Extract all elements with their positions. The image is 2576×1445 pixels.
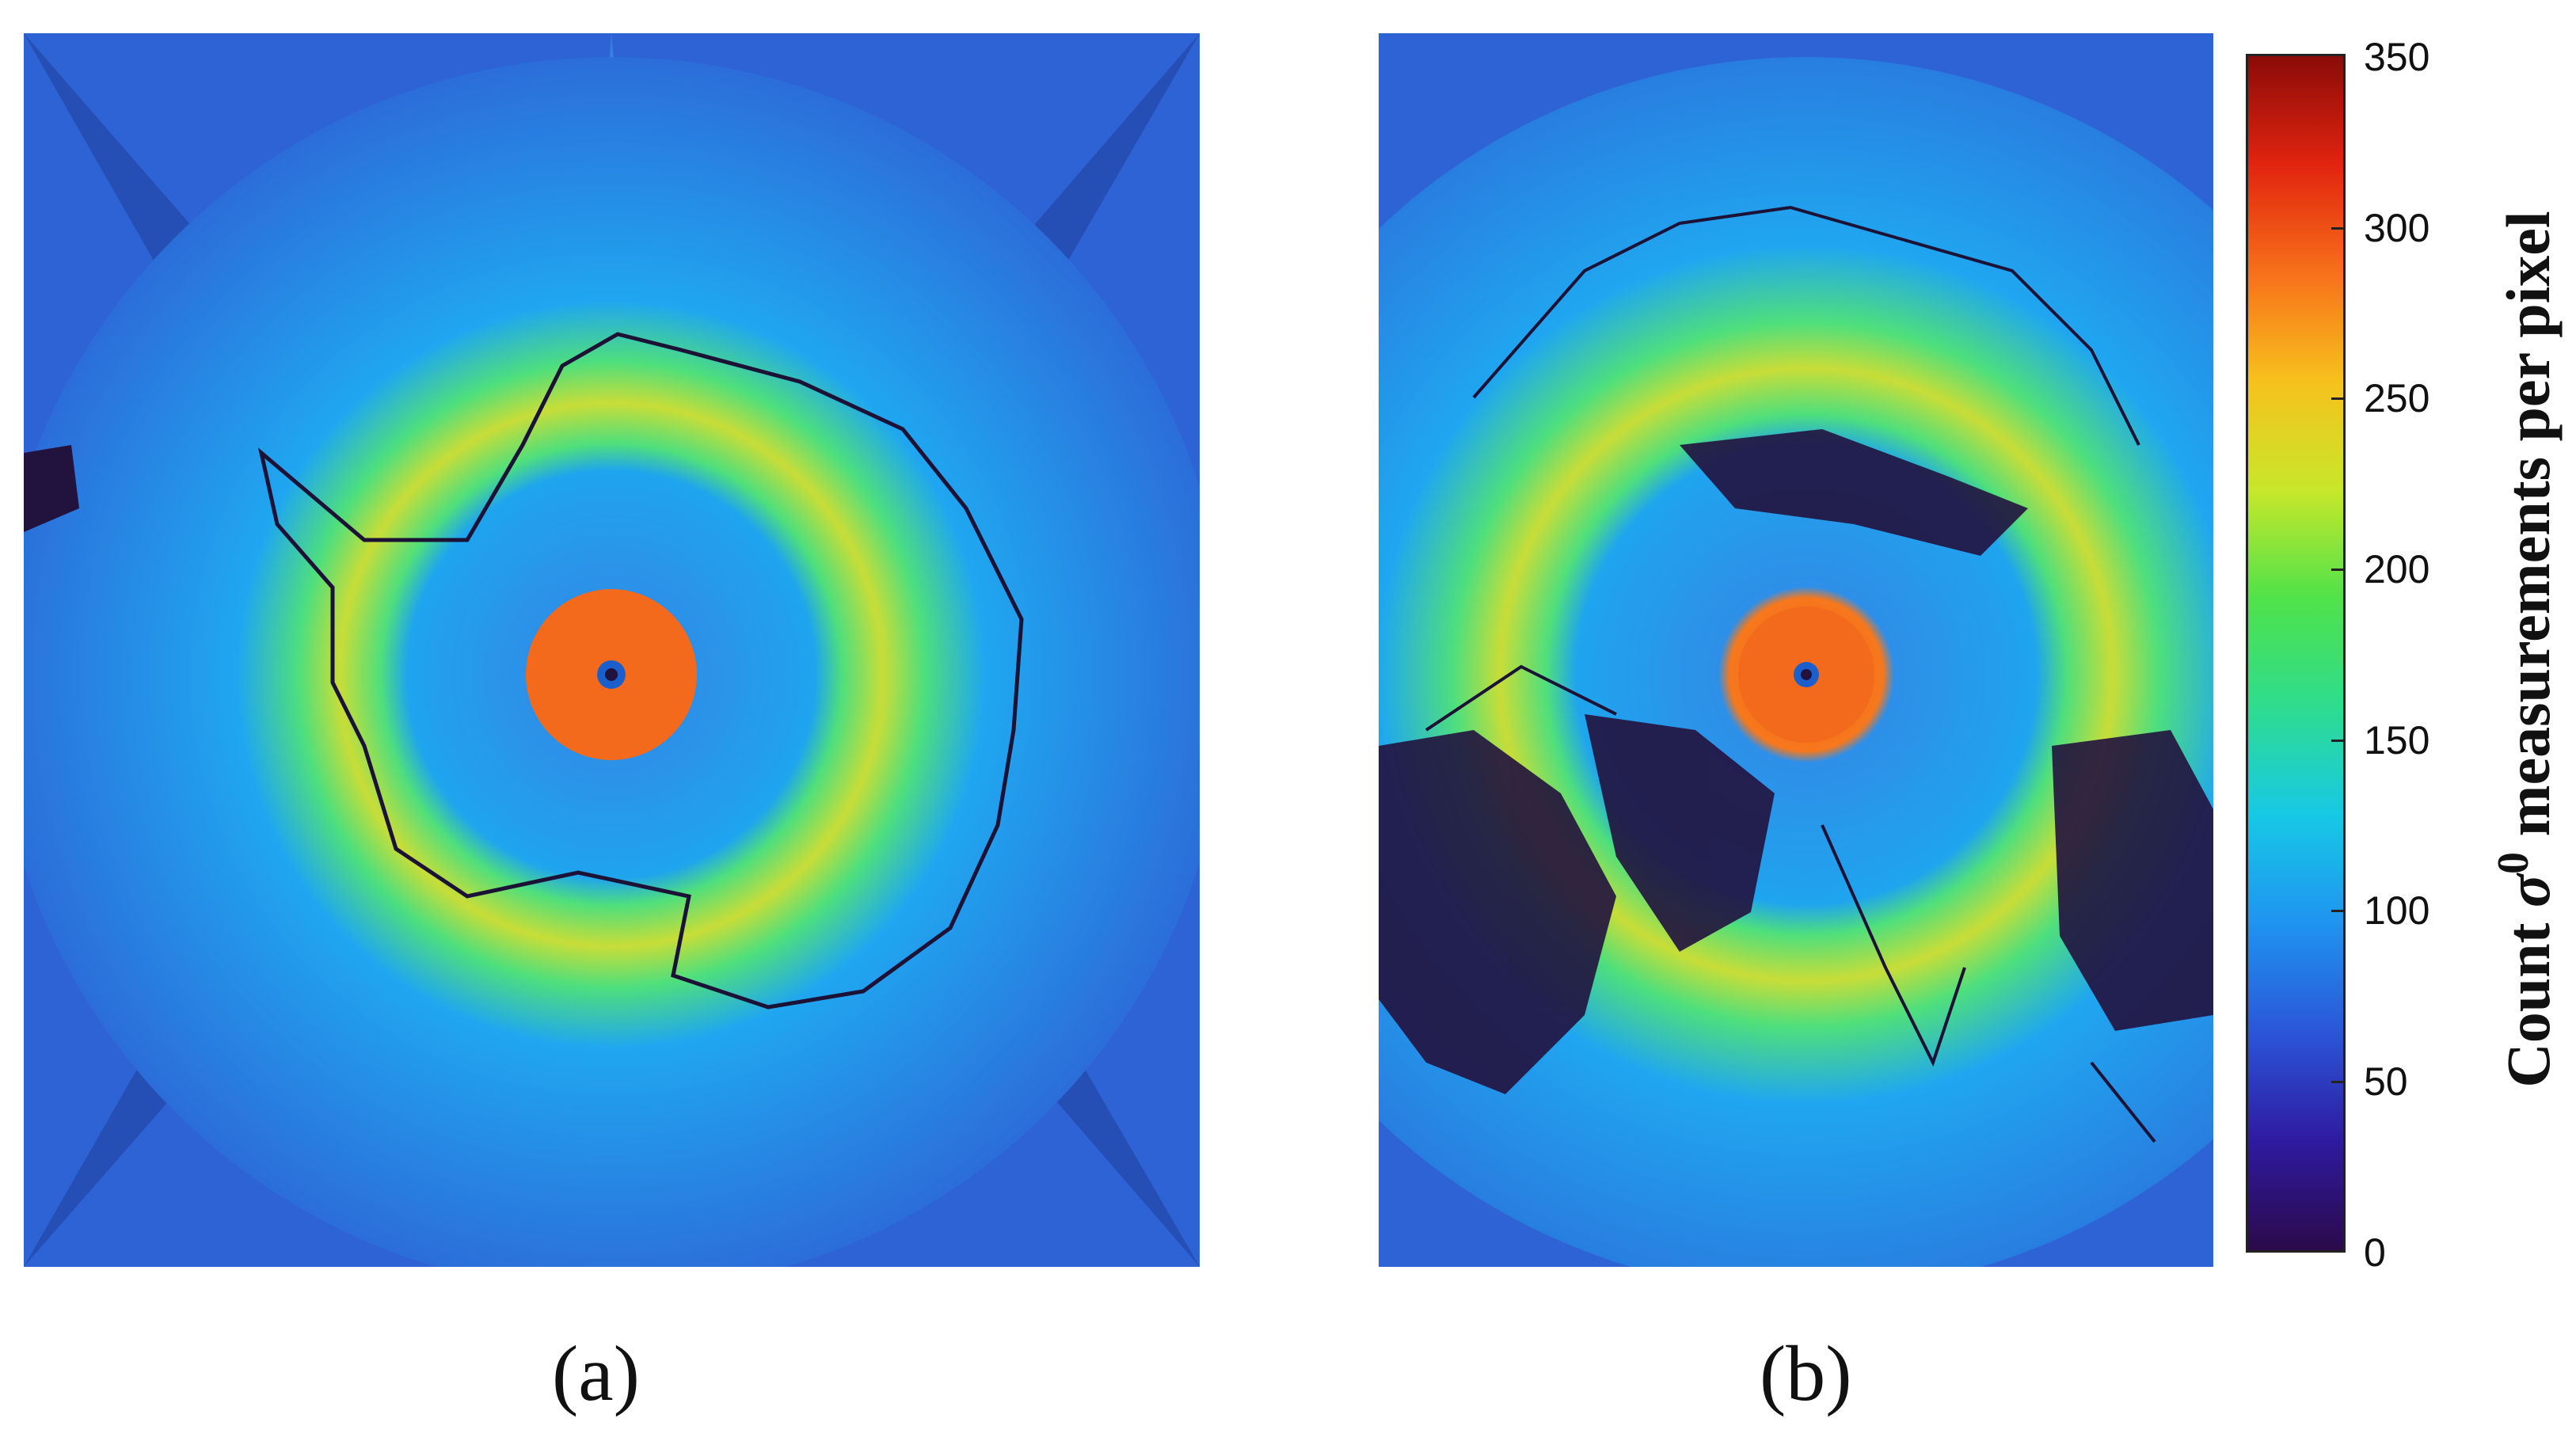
- colorbar-label-suffix: measurements per pixel: [2494, 211, 2563, 852]
- colorbar-tick-300: 300: [2364, 206, 2430, 250]
- colorbar-tick-50: 50: [2364, 1059, 2408, 1104]
- colorbar-label: Count σ0 measurements per pixel: [2488, 211, 2564, 1087]
- colorbar-tick-150: 150: [2364, 718, 2430, 762]
- land-mask: [1379, 429, 2213, 1094]
- colorbar-tick-100: 100: [2364, 888, 2430, 933]
- antarctica-coverage-map: [24, 33, 1200, 1267]
- colorbar-tick-0: 0: [2364, 1230, 2386, 1275]
- colorbar-tickmark: [2331, 397, 2346, 400]
- caption-a: (a): [552, 1329, 640, 1417]
- colorbar-tickmark: [2331, 1081, 2346, 1083]
- arctic-coastline: [1425, 205, 2156, 1143]
- arctic-coverage-map: [1379, 33, 2213, 1267]
- colorbar-tick-250: 250: [2364, 376, 2430, 420]
- colorbar-tickmark: [2331, 568, 2346, 571]
- colorbar-tick-350: 350: [2364, 35, 2430, 79]
- antarctica-coastline: [257, 332, 1024, 1010]
- sigma-superscript: 0: [2489, 851, 2538, 874]
- land-fragment: [24, 445, 79, 532]
- sigma-symbol: σ: [2494, 873, 2563, 907]
- colorbar-tickmark: [2331, 740, 2346, 742]
- colorbar-tickmark: [2331, 910, 2346, 912]
- colorbar-tick-200: 200: [2364, 547, 2430, 591]
- map-panel-arctic: [1379, 33, 2213, 1267]
- caption-b: (b): [1760, 1329, 1852, 1417]
- colorbar-label-prefix: Count: [2494, 907, 2563, 1088]
- map-panel-antarctica: [24, 33, 1200, 1267]
- colorbar-tickmark: [2331, 227, 2346, 230]
- colorbar: [2246, 54, 2346, 1253]
